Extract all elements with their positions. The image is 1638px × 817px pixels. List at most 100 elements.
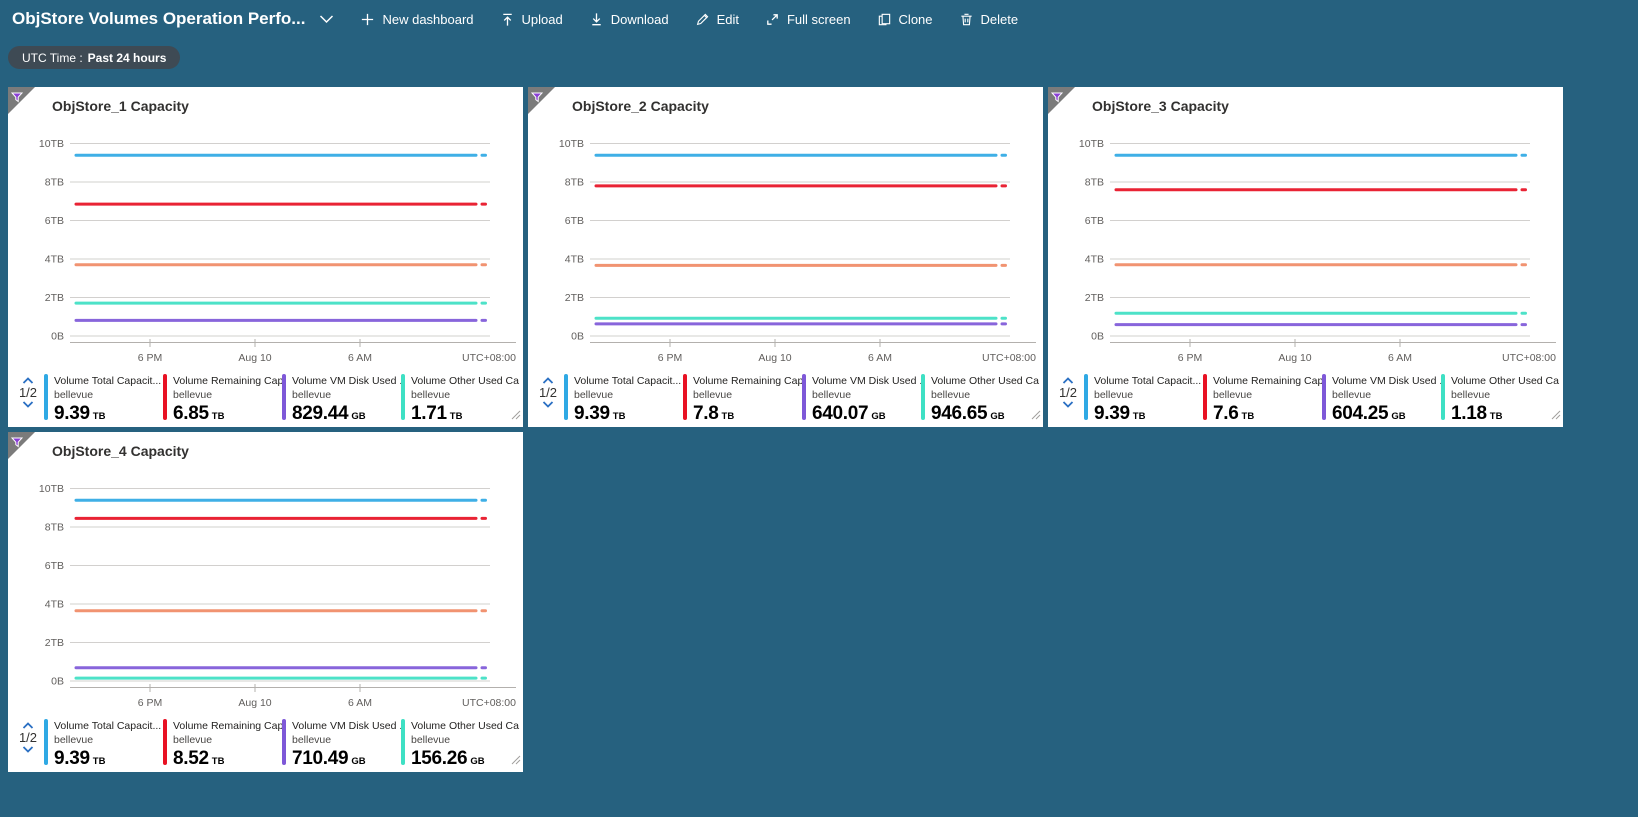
- legend-metric-unit: TB: [1490, 411, 1503, 422]
- download-icon: [589, 12, 604, 27]
- legend-page-down-button[interactable]: [1062, 400, 1074, 409]
- legend-metric-value: 9.39TB: [54, 403, 161, 428]
- legend-item[interactable]: Volume VM Disk Used ... bellevue 710.49G…: [282, 719, 401, 773]
- legend-metric-unit: GB: [351, 411, 365, 422]
- new-dashboard-button[interactable]: New dashboard: [360, 12, 473, 27]
- legend-metric-name: Volume Total Capacit...: [1094, 374, 1201, 388]
- capacity-line-chart[interactable]: 10TB8TB6TB4TB2TB0B6 PMAug 106 AMUTC+08:0…: [8, 468, 523, 715]
- legend-item[interactable]: Volume VM Disk Used ... bellevue 640.07G…: [802, 374, 921, 428]
- svg-text:2TB: 2TB: [45, 292, 64, 304]
- capacity-line-chart[interactable]: 10TB8TB6TB4TB2TB0B6 PMAug 106 AMUTC+08:0…: [528, 123, 1043, 370]
- legend-metric-value: 7.6TB: [1213, 403, 1322, 428]
- clone-icon: [877, 12, 892, 27]
- legend-page-up-button[interactable]: [22, 721, 34, 730]
- trash-icon: [959, 12, 974, 27]
- dashboard-tile[interactable]: ObjStore_1 Capacity 10TB8TB6TB4TB2TB0B6 …: [8, 87, 523, 427]
- legend-item[interactable]: Volume Remaining Cap... bellevue 8.52TB: [163, 719, 282, 773]
- legend-page-down-button[interactable]: [22, 745, 34, 754]
- legend-item[interactable]: Volume Total Capacit... bellevue 9.39TB: [1084, 374, 1203, 428]
- legend-item[interactable]: Volume Other Used Ca... bellevue 156.26G…: [401, 719, 520, 773]
- legend-item[interactable]: Volume Total Capacit... bellevue 9.39TB: [44, 719, 163, 773]
- legend-metric-value: 9.39TB: [1094, 403, 1201, 428]
- legend-item[interactable]: Volume Other Used Ca... bellevue 1.18TB: [1441, 374, 1560, 428]
- legend-page-indicator: 1/2: [19, 730, 37, 745]
- svg-text:UTC+08:00: UTC+08:00: [1502, 352, 1556, 364]
- legend-metric-unit: TB: [722, 411, 735, 422]
- svg-text:6 AM: 6 AM: [1388, 352, 1412, 364]
- legend-metric-unit: TB: [613, 411, 626, 422]
- legend-color-bar: [1441, 374, 1445, 420]
- svg-text:6 PM: 6 PM: [138, 352, 163, 364]
- legend-metric-name: Volume Remaining Cap...: [693, 374, 802, 388]
- svg-text:6 AM: 6 AM: [868, 352, 892, 364]
- legend-item[interactable]: Volume Total Capacit... bellevue 9.39TB: [44, 374, 163, 428]
- svg-text:Aug 10: Aug 10: [758, 352, 791, 364]
- clone-button[interactable]: Clone: [877, 12, 933, 27]
- legend-item[interactable]: Volume Remaining Cap... bellevue 7.8TB: [683, 374, 802, 428]
- legend-resource-name: bellevue: [292, 733, 401, 747]
- svg-text:2TB: 2TB: [1085, 292, 1104, 304]
- legend-page-up-button[interactable]: [542, 376, 554, 385]
- chart-legend: 1/2 Volume Total Capacit... bellevue 9.3…: [12, 719, 521, 773]
- legend-metric-value: 1.18TB: [1451, 403, 1560, 428]
- legend-page-up-button[interactable]: [1062, 376, 1074, 385]
- dashboard-title-dropdown[interactable]: ObjStore Volumes Operation Perfo...: [12, 9, 334, 29]
- legend-page-indicator: 1/2: [19, 385, 37, 400]
- legend-item[interactable]: Volume Other Used Ca... bellevue 946.65G…: [921, 374, 1040, 428]
- legend-item[interactable]: Volume Remaining Cap... bellevue 7.6TB: [1203, 374, 1322, 428]
- legend-page-down-button[interactable]: [22, 400, 34, 409]
- tile-resize-handle[interactable]: [1031, 407, 1041, 425]
- legend-item[interactable]: Volume Remaining Cap... bellevue 6.85TB: [163, 374, 282, 428]
- legend-color-bar: [1084, 374, 1088, 420]
- tile-resize-handle[interactable]: [511, 407, 521, 425]
- filter-funnel-icon: [1051, 90, 1063, 108]
- fullscreen-button[interactable]: Full screen: [765, 12, 851, 27]
- legend-metric-value: 9.39TB: [574, 403, 681, 428]
- delete-button[interactable]: Delete: [959, 12, 1019, 27]
- svg-text:8TB: 8TB: [45, 522, 64, 534]
- legend-metric-unit: GB: [470, 756, 484, 767]
- legend-page-indicator: 1/2: [1059, 385, 1077, 400]
- svg-text:UTC+08:00: UTC+08:00: [982, 352, 1036, 364]
- legend-item[interactable]: Volume Total Capacit... bellevue 9.39TB: [564, 374, 683, 428]
- legend-page-up-button[interactable]: [22, 376, 34, 385]
- plus-icon: [360, 12, 375, 27]
- dashboard-tile[interactable]: ObjStore_4 Capacity 10TB8TB6TB4TB2TB0B6 …: [8, 432, 523, 772]
- tile-resize-handle[interactable]: [511, 752, 521, 770]
- dashboard-tile[interactable]: ObjStore_2 Capacity 10TB8TB6TB4TB2TB0B6 …: [528, 87, 1043, 427]
- svg-text:UTC+08:00: UTC+08:00: [462, 352, 516, 364]
- legend-page-down-button[interactable]: [542, 400, 554, 409]
- svg-text:8TB: 8TB: [565, 177, 584, 189]
- edit-button[interactable]: Edit: [695, 12, 739, 27]
- legend-metric-unit: TB: [450, 411, 463, 422]
- legend-item[interactable]: Volume Other Used Ca... bellevue 1.71TB: [401, 374, 520, 428]
- legend-resource-name: bellevue: [292, 388, 401, 402]
- legend-metric-unit: GB: [871, 411, 885, 422]
- svg-text:10TB: 10TB: [39, 483, 64, 495]
- edit-pencil-icon: [695, 12, 710, 27]
- legend-page-indicator: 1/2: [539, 385, 557, 400]
- capacity-line-chart[interactable]: 10TB8TB6TB4TB2TB0B6 PMAug 106 AMUTC+08:0…: [8, 123, 523, 370]
- download-button[interactable]: Download: [589, 12, 669, 27]
- legend-item[interactable]: Volume VM Disk Used ... bellevue 829.44G…: [282, 374, 401, 428]
- fullscreen-icon: [765, 12, 780, 27]
- legend-metric-name: Volume Remaining Cap...: [1213, 374, 1322, 388]
- legend-item[interactable]: Volume VM Disk Used ... bellevue 604.25G…: [1322, 374, 1441, 428]
- filter-funnel-icon: [531, 90, 543, 108]
- dashboard-tile[interactable]: ObjStore_3 Capacity 10TB8TB6TB4TB2TB0B6 …: [1048, 87, 1563, 427]
- svg-text:0B: 0B: [1091, 331, 1104, 343]
- upload-button[interactable]: Upload: [500, 12, 563, 27]
- tile-resize-handle[interactable]: [1551, 407, 1561, 425]
- chevron-down-icon: [319, 15, 334, 24]
- legend-pager: 1/2: [12, 374, 44, 409]
- svg-text:4TB: 4TB: [45, 254, 64, 266]
- legend-color-bar: [44, 719, 48, 765]
- capacity-line-chart[interactable]: 10TB8TB6TB4TB2TB0B6 PMAug 106 AMUTC+08:0…: [1048, 123, 1563, 370]
- tile-title: ObjStore_2 Capacity: [572, 98, 709, 114]
- svg-text:6 AM: 6 AM: [348, 697, 372, 709]
- tile-title: ObjStore_1 Capacity: [52, 98, 189, 114]
- legend-metric-name: Volume Other Used Ca...: [1451, 374, 1560, 388]
- time-filter-pill[interactable]: UTC Time : Past 24 hours: [8, 46, 180, 69]
- svg-text:6 PM: 6 PM: [1178, 352, 1203, 364]
- legend-items: Volume Total Capacit... bellevue 9.39TB …: [564, 374, 1041, 428]
